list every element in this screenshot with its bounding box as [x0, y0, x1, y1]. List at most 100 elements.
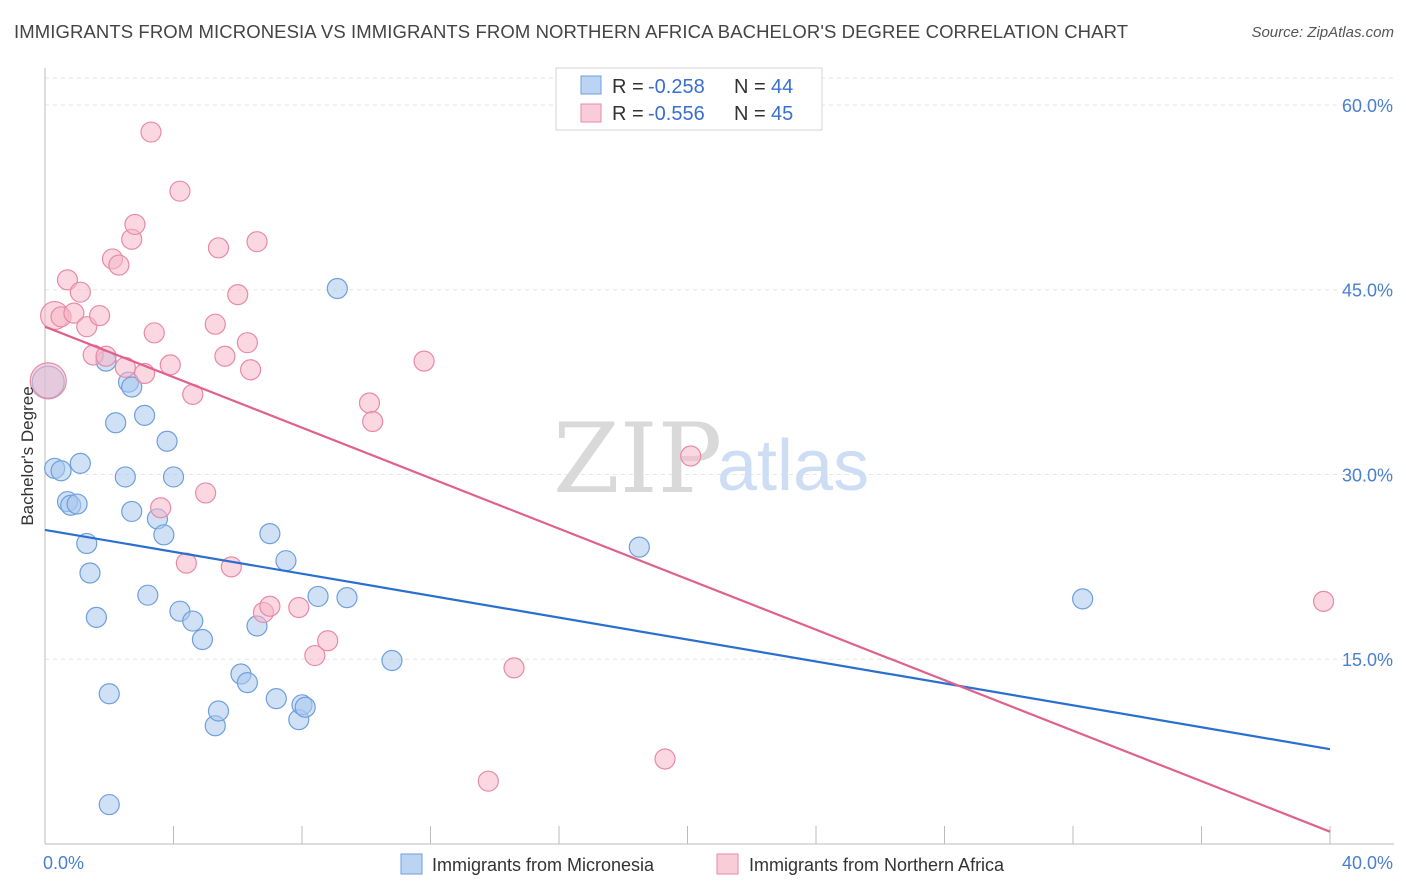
legend-n-value-2: 45 [771, 103, 793, 125]
data-point [503, 657, 525, 679]
data-point [66, 493, 88, 515]
data-point [191, 628, 214, 651]
data-point [95, 345, 117, 367]
data-point [207, 237, 230, 259]
watermark-atlas: atlas [717, 426, 869, 506]
legend-r-label-2: R = [612, 103, 644, 125]
bottom-legend-swatch-northern-africa [716, 853, 739, 875]
legend-swatch-northern-africa [580, 103, 602, 123]
trend-line-northern-africa [44, 325, 1331, 833]
bottom-legend-swatch-micronesia [400, 853, 423, 875]
data-point [288, 596, 310, 619]
series-legend: Immigrants from Micronesia Immigrants fr… [400, 853, 1005, 875]
data-point [85, 606, 108, 628]
data-point [358, 392, 381, 414]
y-tick-label: 60.0% [1342, 96, 1393, 116]
legend-n-label-1: N = [734, 76, 766, 98]
data-point [69, 281, 91, 303]
y-tick-label: 45.0% [1342, 281, 1393, 301]
data-point [680, 445, 702, 467]
data-point [105, 412, 127, 434]
data-point [304, 644, 326, 667]
legend-n-label-2: N = [734, 103, 766, 125]
data-point [294, 696, 316, 718]
x-tick-labels: 0.0% 40.0% [43, 853, 1393, 873]
data-point [98, 683, 120, 705]
legend-r-value-2: -0.556 [648, 103, 705, 125]
data-point [108, 254, 130, 276]
data-point [381, 649, 403, 672]
legend-n-value-1: 44 [771, 76, 793, 98]
data-point [227, 284, 249, 306]
data-point [29, 362, 67, 400]
data-point [150, 497, 172, 519]
x-tick-label-min: 0.0% [43, 853, 84, 873]
legend-swatch-micronesia [580, 75, 602, 95]
data-point [159, 354, 181, 376]
series-micronesia-points [31, 277, 1094, 816]
data-point [89, 304, 111, 327]
chart-title: IMMIGRANTS FROM MICRONESIA VS IMMIGRANTS… [14, 21, 1129, 42]
y-tick-label: 30.0% [1342, 465, 1393, 485]
chart-source: Source: ZipAtlas.com [1251, 24, 1394, 41]
data-point [195, 482, 217, 504]
data-point [204, 313, 226, 335]
data-point [124, 213, 146, 236]
axes [44, 68, 1394, 845]
data-point [240, 359, 262, 381]
data-point [153, 524, 175, 546]
data-point [654, 748, 676, 770]
data-point [317, 630, 339, 652]
data-point [143, 322, 165, 344]
data-point [137, 584, 159, 606]
data-point [63, 302, 85, 324]
data-point [69, 452, 91, 474]
data-point [114, 466, 136, 488]
data-point [275, 550, 297, 572]
data-point [98, 793, 120, 816]
data-point [326, 277, 348, 300]
data-point [214, 345, 236, 367]
legend-r-value-1: -0.258 [648, 76, 705, 98]
x-tick-label-max: 40.0% [1342, 853, 1393, 873]
y-tick-label: 15.0% [1342, 650, 1393, 670]
trend-lines [44, 325, 1331, 833]
watermark: ZIP atlas [553, 403, 869, 515]
data-point [477, 770, 499, 792]
data-point [121, 500, 143, 523]
data-point [413, 350, 435, 372]
y-tick-labels: 15.0% 30.0% 45.0% 60.0% [1342, 96, 1393, 670]
bottom-legend-label-northern-africa: Immigrants from Northern Africa [749, 855, 1005, 875]
data-point [307, 585, 329, 608]
data-point [259, 595, 281, 617]
data-point [1072, 588, 1094, 610]
data-point [169, 180, 191, 202]
data-point [265, 688, 287, 710]
data-point [121, 376, 143, 398]
data-point [236, 672, 258, 694]
data-point [50, 460, 72, 482]
data-point [207, 700, 230, 722]
legend-r-label-1: R = [612, 76, 644, 98]
data-point [259, 522, 281, 545]
data-point [362, 410, 384, 433]
data-point [140, 121, 162, 143]
x-ticks [44, 826, 1331, 844]
data-point [56, 269, 79, 291]
data-point [162, 466, 185, 488]
correlation-legend: R = -0.258 N = 44 R = -0.556 N = 45 [555, 67, 823, 131]
data-point [182, 610, 204, 632]
data-point [236, 332, 258, 354]
trend-line-micronesia [44, 528, 1331, 751]
data-point [336, 587, 358, 609]
y-axis-label: Bachelor's Degree [18, 386, 37, 525]
data-point [246, 231, 268, 253]
data-point [133, 404, 156, 426]
data-point [1312, 590, 1335, 612]
data-point [79, 562, 101, 584]
data-point [628, 536, 650, 558]
bottom-legend-label-micronesia: Immigrants from Micronesia [432, 855, 655, 875]
series-northern-africa-points [29, 121, 1335, 792]
data-point [156, 430, 178, 452]
